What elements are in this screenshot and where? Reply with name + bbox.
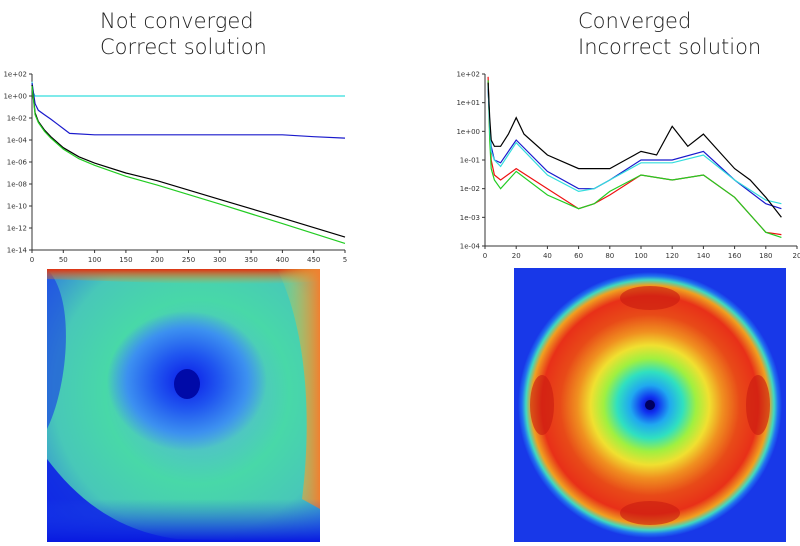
right-plot-x-tick-label: 20	[512, 252, 521, 260]
right-plot-x-tick-label: 100	[634, 252, 647, 260]
right-plot-x-tick-label: 140	[697, 252, 710, 260]
right-plot-x-tick-label: 80	[605, 252, 614, 260]
left-plot-x-tick-label: 450	[307, 256, 320, 264]
right-plot-x-tick-label: 160	[728, 252, 741, 260]
left-plot-x-tick-label: 200	[151, 256, 164, 264]
right-plot-series-line-4	[487, 82, 782, 218]
right-plot-x-tick-label: 180	[759, 252, 772, 260]
left-plot-y-tick-label: 1e-04	[7, 137, 28, 145]
left-plot-series-line-3	[31, 86, 346, 244]
left-plot-y-tick-label: 1e-12	[7, 225, 27, 233]
contour-plot-right	[514, 268, 786, 542]
left-plot-x-tick-label: 250	[182, 256, 195, 264]
left-plot-series-line-2	[31, 84, 346, 238]
right-plot-series-line-1	[487, 80, 782, 238]
right-plot-x-tick-label: 60	[574, 252, 583, 260]
left-plot-x-tick-label: 100	[88, 256, 101, 264]
right-plot-x-tick-label: 0	[483, 252, 487, 260]
right-plot-series-line-2	[487, 88, 782, 210]
left-plot-y-tick-label: 1e-10	[7, 203, 27, 211]
right-heading-line2: Incorrect solution	[578, 35, 762, 59]
left-heading-line1: Not converged	[100, 9, 254, 33]
right-plot-y-tick-label: 1e-02	[460, 185, 480, 193]
left-plot-series-line-1	[31, 83, 346, 139]
left-plot-y-tick-label: 1e-14	[7, 247, 28, 255]
right-plot-y-tick-label: 1e+01	[456, 99, 480, 107]
left-plot-x-tick-label: 150	[119, 256, 132, 264]
left-plot-y-tick-label: 1e+02	[3, 71, 27, 79]
left-plot-series-line-0	[31, 81, 345, 97]
left-plot-x-tick-label: 300	[213, 256, 226, 264]
right-plot-x-tick-label: 120	[666, 252, 679, 260]
left-plot-x-tick-label: 50	[59, 256, 68, 264]
right-plot-y-tick-label: 1e-01	[460, 157, 480, 165]
residual-plot-left: 1e+02 1e+00 1e-02 1e-04 1e-06 1e-08 1e-10 1e-12…	[3, 71, 347, 265]
left-plot-x-tick-label: 350	[244, 256, 257, 264]
left-plot-y-tick-label: 1e-06	[7, 159, 28, 167]
left-heading-line2: Correct solution	[100, 35, 267, 59]
left-plot-y-tick-label: 1e-08	[7, 181, 27, 189]
left-plot-y-tick-label: 1e+00	[3, 93, 27, 101]
right-plot-series-line-3	[487, 85, 782, 205]
left-plot-x-tick-label: 0	[30, 256, 34, 264]
right-heading: Converged Incorrect solution	[578, 8, 761, 60]
left-plot-x-tick-label: 5	[343, 256, 347, 264]
right-plot-y-tick-label: 1e+02	[456, 71, 480, 79]
left-plot-x-tick-label: 400	[276, 256, 289, 264]
right-plot-x-tick-label: 40	[543, 252, 552, 260]
right-plot-x-tick-label: 20	[793, 252, 800, 260]
right-plot-y-tick-label: 1e-03	[460, 214, 480, 222]
residual-plot-right: 1e+02 1e+01 1e+00 1e-01 1e-02 1e-03 1e-040 20 40…	[456, 71, 800, 261]
left-heading: Not converged Correct solution	[100, 8, 267, 60]
right-plot-y-tick-label: 1e-04	[460, 243, 481, 251]
right-heading-line1: Converged	[578, 9, 692, 33]
left-plot-y-tick-label: 1e-02	[7, 115, 27, 123]
right-plot-y-tick-label: 1e+00	[456, 128, 480, 136]
contour-plot-left	[47, 269, 320, 542]
